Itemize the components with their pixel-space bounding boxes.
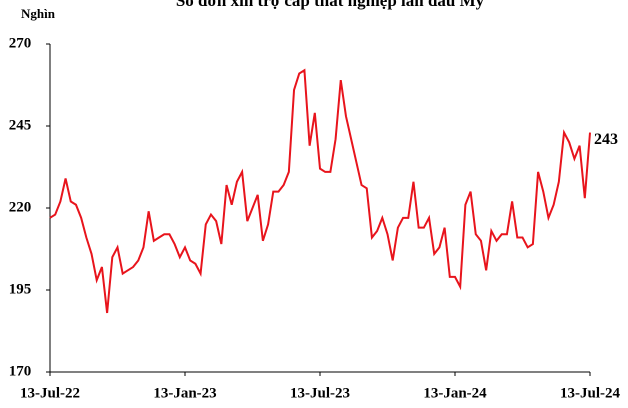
y-tick-label: 270 [9, 35, 32, 51]
chart-title: Số đơn xin trợ cấp thất nghiệp lần đầu M… [176, 0, 485, 10]
x-tick-label: 13-Jul-22 [20, 385, 80, 401]
x-tick-label: 13-Jan-23 [153, 385, 216, 401]
line [49, 68, 591, 314]
y-tick-label: 220 [9, 199, 32, 215]
y-tick-label: 195 [9, 281, 32, 297]
y-tick-label: 245 [9, 117, 32, 133]
x-tick-label: 13-Jul-23 [290, 385, 350, 401]
y-axis-label: Nghìn [21, 6, 56, 21]
value-label: 243 [594, 131, 618, 148]
x-tick-label: 13-Jan-24 [423, 385, 487, 401]
x-tick-label: 13-Jul-24 [560, 385, 621, 401]
y-tick-label: 170 [9, 363, 32, 379]
